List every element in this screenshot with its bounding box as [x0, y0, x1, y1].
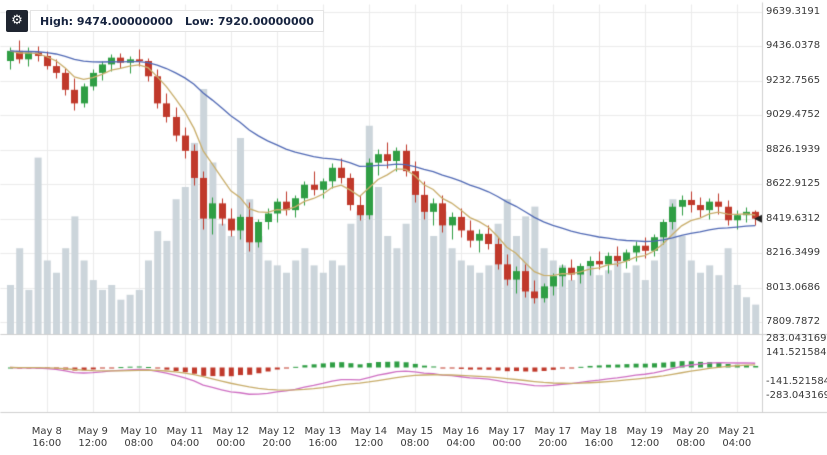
price-axis-label: 7809.7872 [766, 316, 821, 327]
price-axis-label: 8826.1939 [766, 143, 821, 155]
time-axis-time: 00:00 [216, 438, 246, 449]
time-axis-label: May 13 16:00 [291, 426, 355, 450]
indicator-axis-label: -283.043169 [766, 390, 827, 402]
price-axis-label: 8013.0686 [766, 281, 821, 293]
time-axis-label: May 9 12:00 [61, 426, 125, 450]
time-axis-time: 00:00 [492, 438, 522, 449]
time-axis-date: May 15 [396, 426, 434, 437]
time-axis-label: May 14 12:00 [337, 426, 401, 450]
time-axis-date: May 10 [120, 426, 158, 437]
time-axis-time: 04:00 [446, 438, 476, 449]
time-axis-time: 20:00 [538, 438, 568, 449]
price-axis-label: 8419.6312 [766, 212, 821, 224]
time-axis-time: 12:00 [354, 438, 384, 449]
time-axis-time: 12:00 [630, 438, 660, 449]
time-axis-date: May 17 [488, 426, 526, 437]
time-axis-date: May 17 [534, 426, 572, 437]
gear-icon: ⚙ [11, 13, 23, 28]
time-axis-label: May 19 12:00 [613, 426, 677, 450]
time-axis-time: 16:00 [584, 438, 614, 449]
time-axis-label: May 12 20:00 [245, 426, 309, 450]
time-axis-time: 08:00 [676, 438, 706, 449]
low-label: Low: 7920.00000000 [184, 14, 314, 28]
time-axis-label: May 16 04:00 [429, 426, 493, 450]
price-axis-label: 9639.3191 [766, 6, 821, 17]
high-low-readout: High: 9474.00000000 Low: 7920.00000000 [30, 10, 324, 32]
time-axis-date: May 20 [672, 426, 710, 437]
time-axis-date: May 18 [580, 426, 618, 437]
time-axis-label: May 20 08:00 [659, 426, 723, 450]
time-axis-date: May 16 [442, 426, 480, 437]
indicator-axis-label: 141.5215845 [766, 347, 827, 359]
time-axis-date: May 13 [304, 426, 342, 437]
time-axis-time: 04:00 [170, 438, 200, 449]
time-axis-label: May 10 08:00 [107, 426, 171, 450]
time-axis-date: May 8 [31, 426, 62, 437]
price-axis-label: 9436.0378 [766, 40, 821, 52]
high-label: High: 9474.00000000 [40, 14, 173, 28]
time-axis-label: May 15 08:00 [383, 426, 447, 450]
time-axis-time: 08:00 [124, 438, 154, 449]
indicator-axis-label: 283.043169 [766, 332, 827, 344]
price-axis-label: 9029.4752 [766, 109, 821, 121]
settings-button[interactable]: ⚙ [6, 10, 28, 32]
price-axis-label: 9232.7565 [766, 74, 821, 86]
time-axis-label: May 17 20:00 [521, 426, 585, 450]
time-axis-time: 12:00 [78, 438, 108, 449]
time-axis-label: May 11 04:00 [153, 426, 217, 450]
price-axis-label: 8622.9125 [766, 178, 821, 190]
time-axis-time: 20:00 [262, 438, 292, 449]
chart-header: ⚙ High: 9474.00000000 Low: 7920.00000000 [6, 10, 324, 32]
time-axis-date: May 12 [258, 426, 296, 437]
time-axis-label: May 21 04:00 [705, 426, 769, 450]
time-axis-label: May 8 16:00 [15, 426, 79, 450]
time-axis-date: May 9 [77, 426, 108, 437]
time-axis-date: May 21 [718, 426, 756, 437]
time-axis-time: 16:00 [32, 438, 62, 449]
time-axis-time: 08:00 [400, 438, 430, 449]
time-axis-date: May 11 [166, 426, 204, 437]
time-axis-label: May 12 00:00 [199, 426, 263, 450]
time-axis-date: May 19 [626, 426, 664, 437]
time-axis-date: May 12 [212, 426, 250, 437]
time-axis-label: May 18 16:00 [567, 426, 631, 450]
indicator-axis-label: -141.5215845 [766, 375, 827, 387]
time-axis-time: 04:00 [722, 438, 752, 449]
time-axis-time: 16:00 [308, 438, 338, 449]
price-axis-label: 8216.3499 [766, 247, 821, 259]
time-axis-label: May 17 00:00 [475, 426, 539, 450]
time-axis-date: May 14 [350, 426, 388, 437]
